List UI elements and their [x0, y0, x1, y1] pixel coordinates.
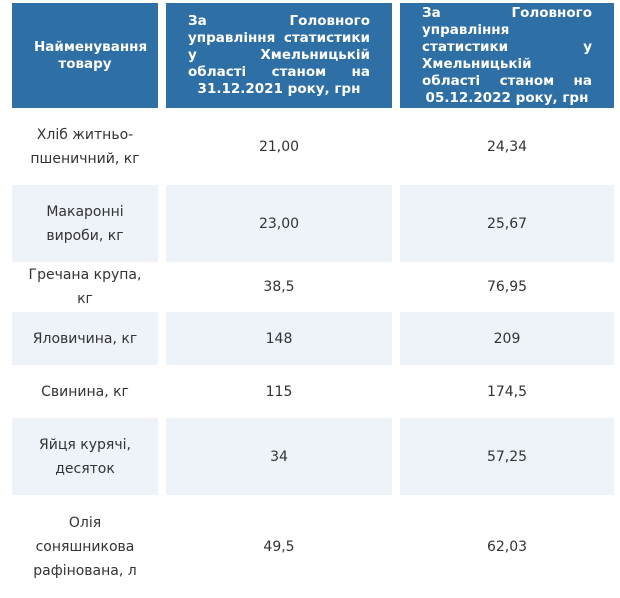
price-cell: 49,5: [166, 495, 392, 598]
price-cell-text: 115: [265, 383, 293, 400]
price-cell: 25,67: [400, 185, 614, 262]
price-cell: 209: [400, 312, 614, 365]
header-cell-text: За Головного управління статистики у Хме…: [188, 13, 370, 97]
price-cell-text: 21,00: [258, 138, 300, 155]
product-cell-text: Свинина, кг: [41, 383, 129, 400]
price-cell: 34: [166, 418, 392, 495]
product-cell-text: Хліб житньо-пшеничний, кг: [30, 126, 140, 167]
price-cell-text: 24,34: [486, 138, 528, 155]
price-cell: 62,03: [400, 495, 614, 598]
price-cell: 148: [166, 312, 392, 365]
product-cell: Гречана крупа, кг: [12, 262, 158, 312]
product-cell: Свинина, кг: [12, 365, 158, 418]
price-cell: 24,34: [400, 108, 614, 185]
price-cell-text: 38,5: [263, 279, 295, 295]
price-cell: 115: [166, 365, 392, 418]
product-cell: Яйця курячі, десяток: [12, 418, 158, 495]
product-cell-text: Макаронні вироби, кг: [46, 203, 124, 244]
price-cell-text: 34: [270, 448, 288, 465]
header-cell: За Головного управління статистики у Хме…: [166, 3, 392, 108]
product-cell-text: Олія соняшникова рафінована, л: [33, 514, 137, 579]
price-cell-text: 25,67: [486, 215, 528, 232]
price-cell-text: 76,95: [486, 279, 528, 295]
header-cell-text: За Головного управління статистики у Хме…: [422, 4, 592, 106]
price-cell: 38,5: [166, 262, 392, 312]
price-cell: 23,00: [166, 185, 392, 262]
price-cell-text: 148: [265, 330, 293, 347]
price-cell: 57,25: [400, 418, 614, 495]
price-cell-text: 23,00: [258, 215, 300, 232]
product-cell-text: Гречана крупа, кг: [28, 267, 142, 307]
product-cell: Хліб житньо-пшеничний, кг: [12, 108, 158, 185]
product-cell: Яловичина, кг: [12, 312, 158, 365]
product-cell: Олія соняшникова рафінована, л: [12, 495, 158, 598]
product-cell-text: Яйця курячі, десяток: [39, 436, 131, 477]
price-cell: 76,95: [400, 262, 614, 312]
price-cell-text: 62,03: [486, 538, 528, 555]
header-cell-text: Найменування товару: [34, 38, 148, 72]
price-cell-text: 57,25: [486, 448, 528, 465]
product-cell-text: Яловичина, кг: [32, 330, 138, 347]
price-cell-text: 209: [493, 330, 521, 347]
header-cell: За Головного управління статистики у Хме…: [400, 3, 614, 108]
price-cell: 21,00: [166, 108, 392, 185]
price-cell: 174,5: [400, 365, 614, 418]
price-cell-text: 49,5: [263, 538, 295, 555]
header-cell: Найменування товару: [12, 3, 158, 108]
price-cell-text: 174,5: [486, 383, 528, 400]
product-cell: Макаронні вироби, кг: [12, 185, 158, 262]
